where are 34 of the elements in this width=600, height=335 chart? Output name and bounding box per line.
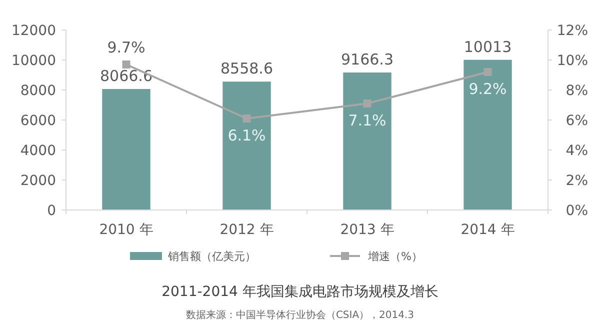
y-tick-label: 0 — [47, 202, 56, 219]
y2-tick-label: 0% — [566, 202, 588, 219]
point — [484, 68, 492, 76]
x-tick-label: 2012 年 — [220, 222, 274, 238]
x-tick-label: 2010 年 — [99, 222, 154, 238]
data-label: 10013 — [464, 38, 512, 56]
y2-tick-label: 6% — [566, 112, 588, 129]
data-label: 9166.3 — [341, 50, 394, 69]
y2-tick-label: 4% — [566, 142, 588, 159]
y2-tick-label: 12% — [556, 22, 588, 39]
y-tick-label: 4000 — [20, 142, 56, 159]
x-tick-label: 2014 年 — [460, 222, 515, 238]
text: 2011-2014 年我国集成电路市场规模及增长 — [162, 284, 438, 300]
y-tick-label: 12000 — [11, 22, 56, 39]
point — [122, 60, 130, 68]
data-label: 9.7% — [107, 38, 146, 56]
point — [363, 100, 372, 108]
y2-tick-label: 10% — [556, 52, 588, 69]
y-tick-label: 8000 — [20, 82, 56, 99]
data-label: 9.2% — [468, 80, 507, 98]
y-tick-label: 6000 — [20, 112, 56, 129]
legend-label: 增速（%） — [367, 250, 422, 263]
y2-tick-label: 2% — [566, 172, 588, 189]
data-label: 7.1% — [348, 112, 386, 130]
y-tick-label: 2000 — [20, 172, 56, 189]
x-tick-label: 2013 年 — [340, 222, 394, 238]
point — [242, 114, 251, 122]
data-label: 6.1% — [228, 126, 266, 144]
source-note: 数据来源：中国半导体行业协会（CSIA），2014.3 — [186, 309, 414, 321]
data-label: 8066.6 — [100, 67, 152, 85]
y2-tick-label: 8% — [566, 82, 588, 99]
y-tick-label: 10000 — [11, 52, 56, 69]
legend-label: 销售额（亿美元） — [167, 250, 256, 263]
data-label: 8558.6 — [220, 60, 273, 78]
